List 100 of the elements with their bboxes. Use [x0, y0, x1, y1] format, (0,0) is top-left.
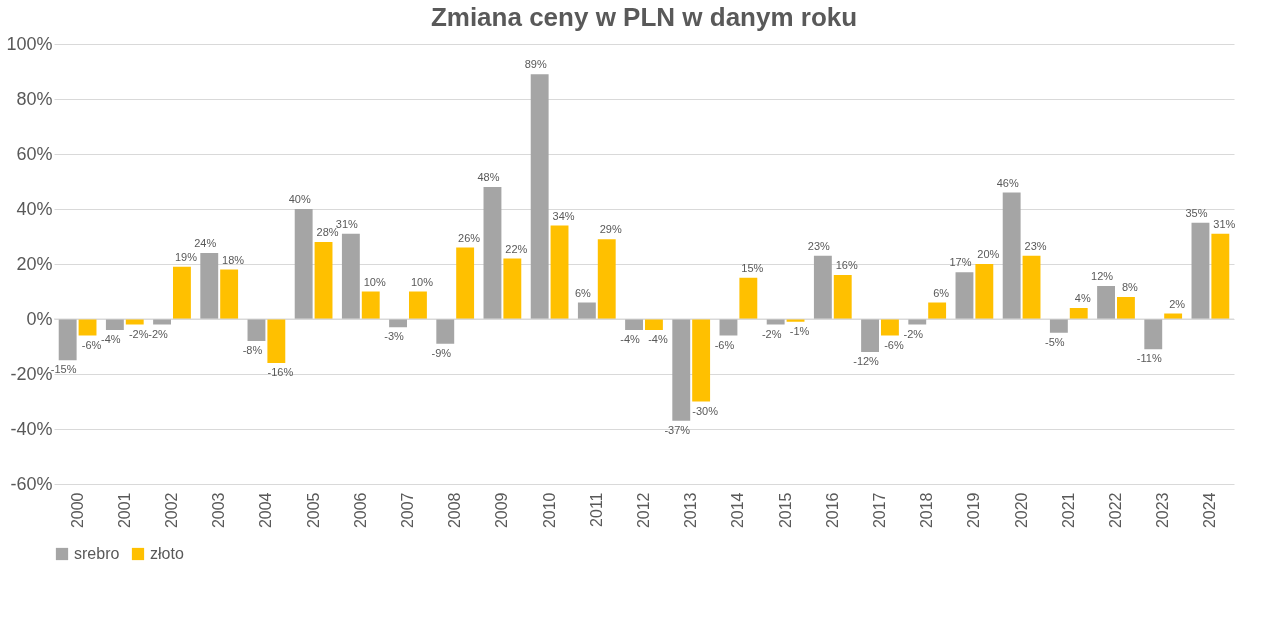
- bar: [341, 233, 360, 319]
- bar: [247, 319, 266, 341]
- data-label: 15%: [741, 261, 764, 274]
- data-label: 10%: [363, 275, 386, 288]
- data-label: 4%: [1074, 292, 1091, 304]
- x-tick-label: 2006: [351, 492, 369, 529]
- bar: [908, 319, 927, 325]
- y-tick-label: 60%: [16, 143, 53, 164]
- data-label: 22%: [505, 242, 528, 255]
- x-tick-label: 2012: [635, 492, 652, 529]
- data-label: 18%: [222, 253, 245, 266]
- data-label: -9%: [431, 346, 452, 359]
- bar: [456, 247, 475, 319]
- bar: [1069, 308, 1088, 319]
- bar: [766, 319, 785, 325]
- bar: [172, 266, 191, 319]
- bar: [1022, 255, 1041, 319]
- bar: [1049, 319, 1068, 333]
- bar: [550, 225, 569, 319]
- data-label: -37%: [664, 423, 691, 436]
- x-tick-label: 2011: [587, 492, 605, 527]
- bar: [1116, 297, 1135, 319]
- data-label: -6%: [714, 338, 735, 351]
- bar: [1097, 286, 1116, 319]
- bar: [692, 319, 711, 402]
- x-tick-label: 2010: [540, 492, 558, 529]
- data-label: 89%: [524, 58, 547, 71]
- data-label: -6%: [884, 338, 904, 351]
- x-tick-label: 2007: [399, 492, 416, 529]
- data-label: 6%: [933, 286, 950, 299]
- x-tick-label: 2018: [918, 492, 936, 529]
- bar: [436, 319, 455, 344]
- bar: [813, 255, 832, 319]
- bar: [644, 319, 663, 330]
- data-label: 10%: [410, 275, 434, 288]
- bar: [153, 319, 172, 325]
- bar: [1002, 192, 1021, 319]
- bar: [672, 319, 691, 421]
- data-label: -2%: [128, 327, 149, 340]
- bar: [200, 253, 219, 319]
- data-label: 6%: [574, 286, 592, 299]
- x-tick-label: 2009: [493, 492, 511, 529]
- y-tick-label: -20%: [10, 363, 53, 384]
- bar: [1211, 233, 1230, 319]
- data-label: -4%: [620, 333, 641, 345]
- data-label: 20%: [977, 248, 1000, 260]
- chart-title: Zmiana ceny w PLN w danym roku: [430, 2, 858, 32]
- x-tick-label: 2001: [115, 492, 133, 529]
- data-label: -4%: [648, 333, 668, 345]
- data-label: 16%: [835, 259, 858, 271]
- x-tick-label: 2019: [965, 492, 983, 529]
- data-label: 35%: [1185, 206, 1208, 219]
- bar: [1191, 222, 1210, 319]
- bar: [408, 291, 427, 319]
- bar: [739, 277, 758, 319]
- x-tick-label: 2016: [823, 492, 841, 529]
- bar: [625, 319, 644, 330]
- bar: [105, 319, 124, 330]
- data-label: -2%: [148, 327, 169, 340]
- bar: [928, 302, 947, 319]
- bar: [483, 187, 502, 319]
- x-tick-label: 2023: [1154, 492, 1172, 529]
- bar: [58, 319, 77, 361]
- bar: [955, 272, 974, 319]
- bar: [1144, 319, 1163, 350]
- data-label: 29%: [599, 223, 622, 236]
- data-label: 26%: [458, 231, 481, 244]
- data-label: 23%: [807, 239, 831, 252]
- bar: [361, 291, 380, 319]
- y-tick-label: -40%: [10, 418, 53, 439]
- data-label: -30%: [692, 404, 719, 417]
- data-label: 34%: [552, 209, 575, 222]
- x-tick-label: 2022: [1107, 492, 1124, 529]
- data-label: -2%: [903, 327, 924, 340]
- bar: [220, 269, 239, 319]
- y-tick-label: 40%: [16, 198, 53, 219]
- x-tick-label: 2020: [1012, 492, 1030, 529]
- y-tick-label: 100%: [6, 33, 53, 54]
- data-label: -8%: [242, 344, 263, 356]
- x-tick-label: 2003: [210, 492, 228, 529]
- bar: [503, 258, 522, 319]
- bar: [125, 319, 144, 325]
- bar: [975, 264, 994, 319]
- data-label: 46%: [996, 176, 1019, 189]
- x-tick-label: 2017: [871, 492, 888, 529]
- bar: [719, 319, 738, 336]
- data-label: 48%: [477, 171, 500, 183]
- bar: [597, 239, 616, 319]
- bar: [861, 319, 880, 352]
- data-label: -2%: [761, 327, 782, 340]
- data-label: 19%: [174, 250, 198, 263]
- x-tick-label: 2021: [1059, 492, 1077, 529]
- x-tick-label: 2004: [257, 492, 275, 529]
- data-label: -3%: [384, 330, 405, 343]
- data-label: -11%: [1136, 352, 1162, 365]
- x-tick-label: 2008: [446, 492, 464, 529]
- bar: [314, 242, 333, 319]
- data-label: 40%: [288, 193, 311, 205]
- x-tick-label: 2002: [163, 492, 180, 529]
- data-label: -16%: [267, 366, 294, 378]
